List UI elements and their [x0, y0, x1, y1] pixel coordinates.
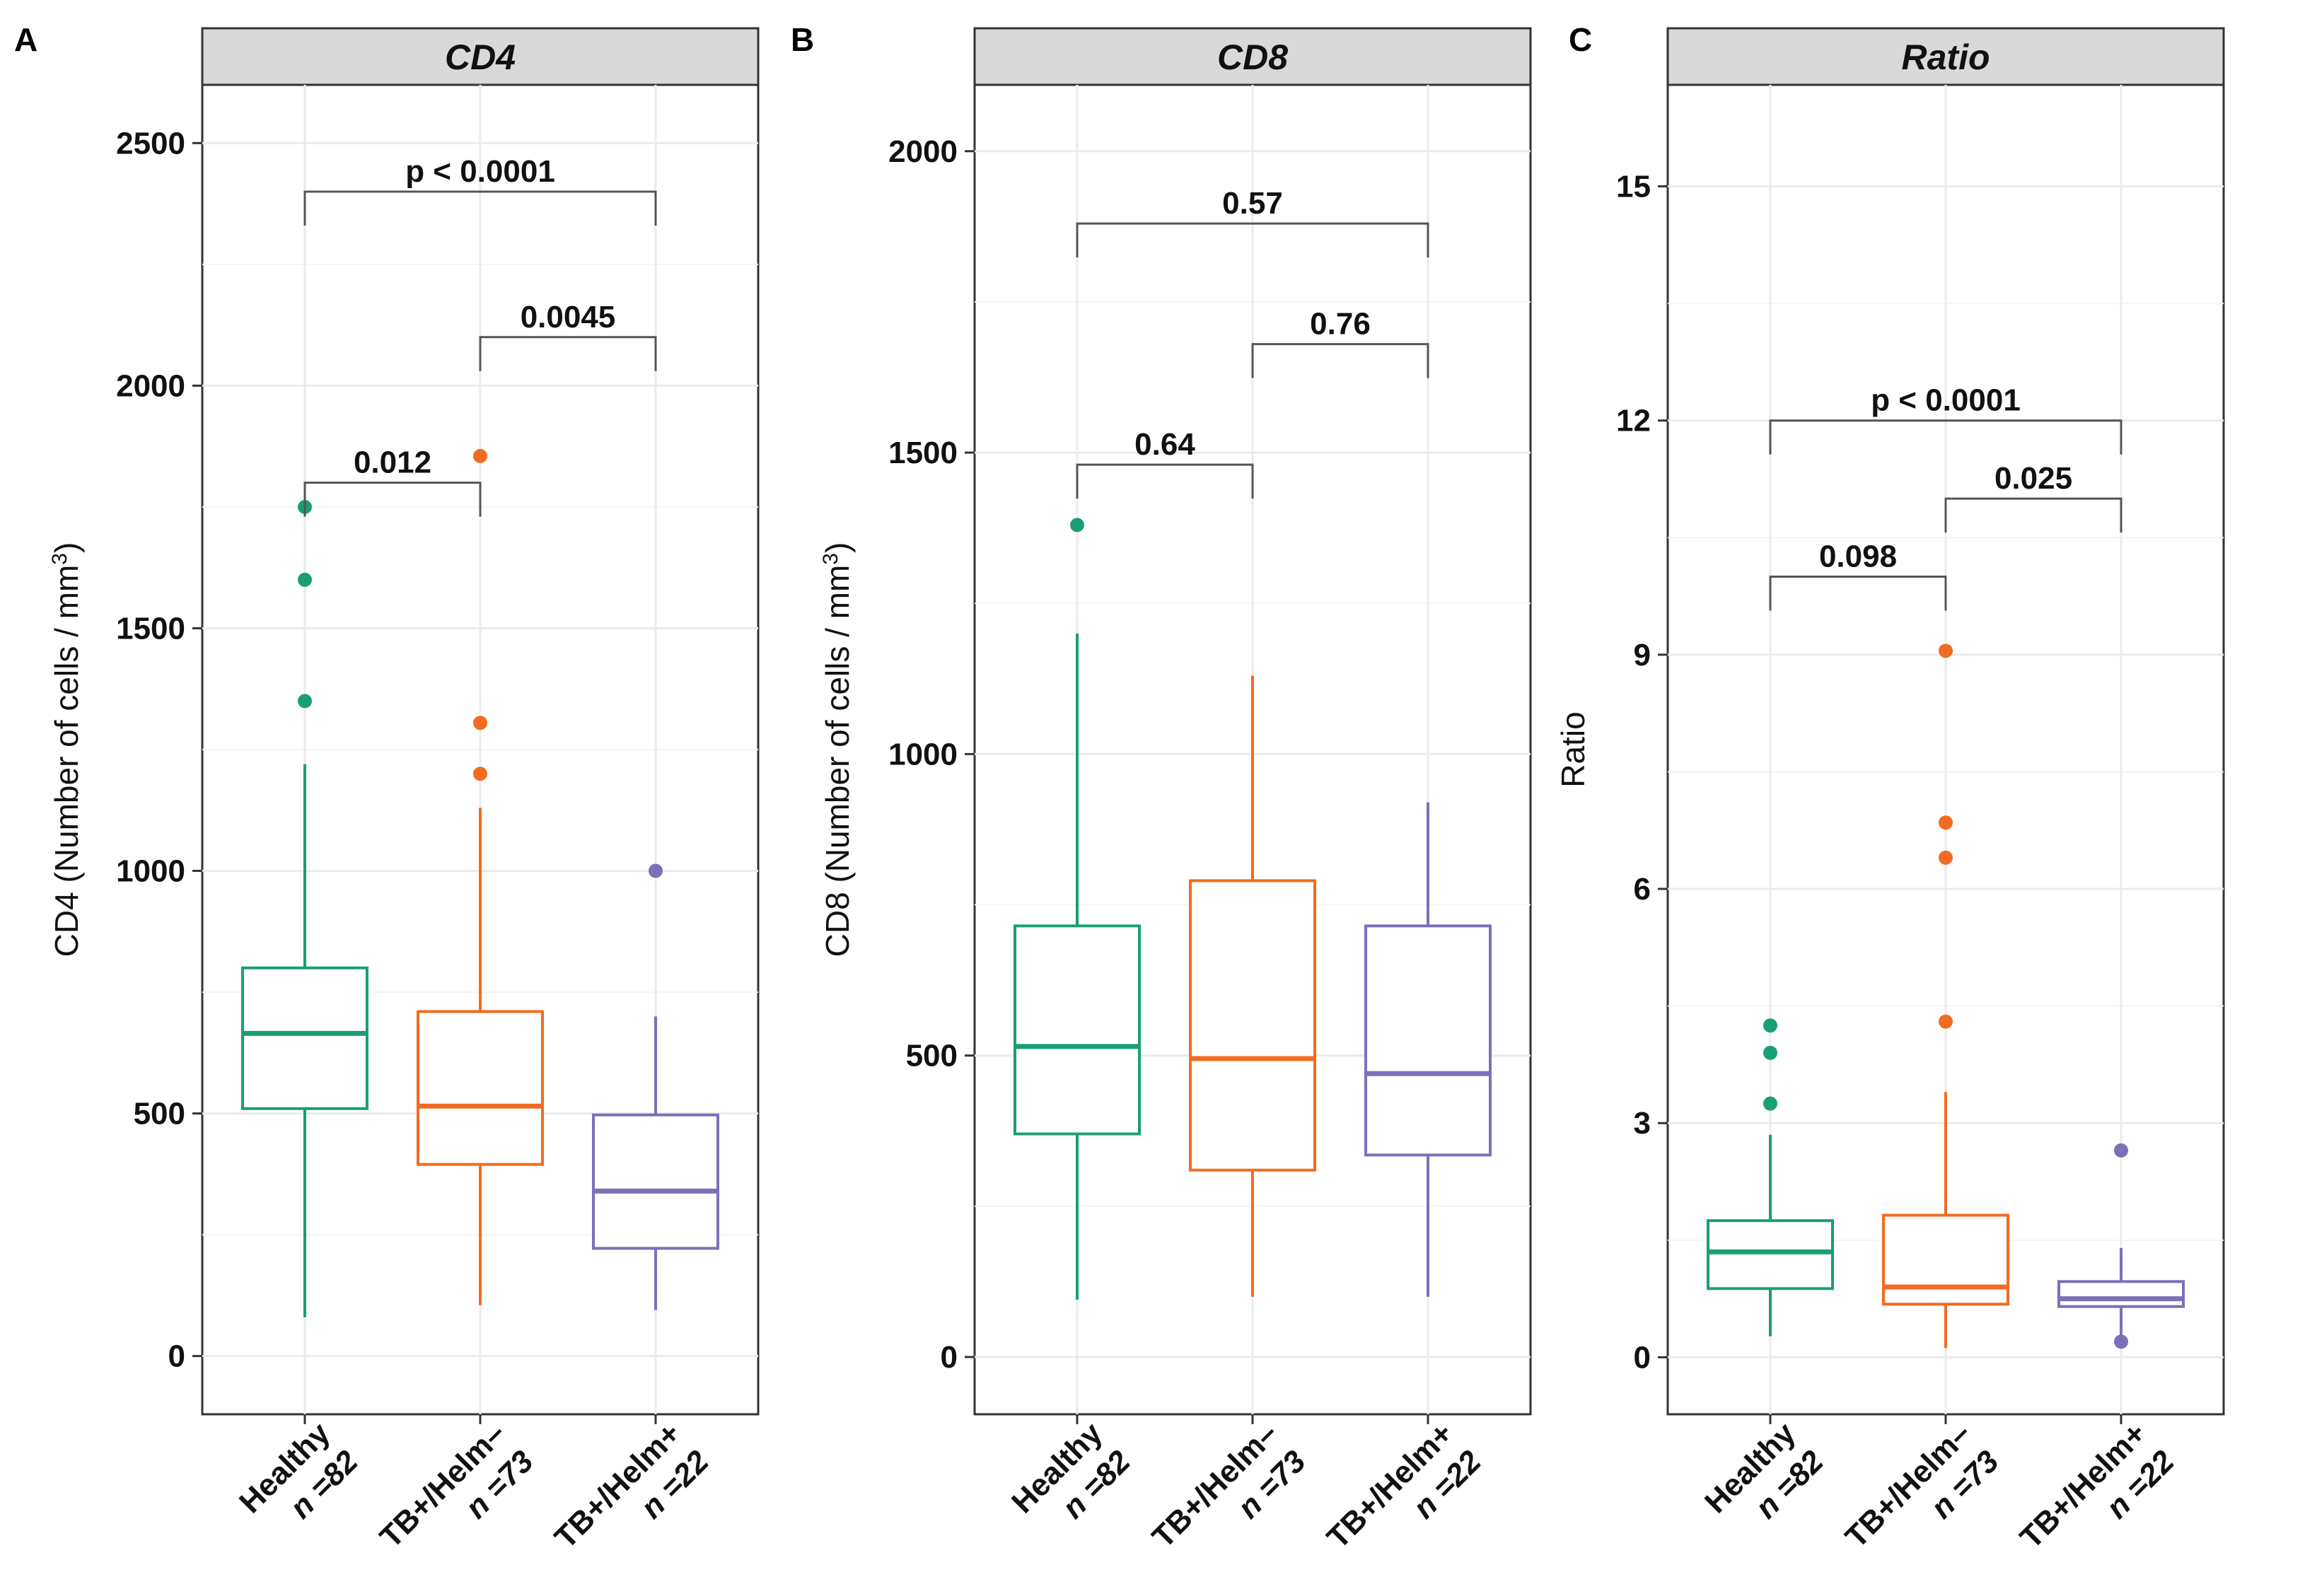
y-axis-title-cd4: CD4 (Number of cells / mm3) — [48, 542, 86, 957]
y-axis-title-main-cd4: CD4 (Number of cells / mm — [48, 565, 85, 957]
y-axis-title-sup-cd4: 3 — [48, 553, 71, 565]
box-cd4-2 — [592, 1113, 719, 1250]
comparison-bracket-ratio-2 — [1769, 419, 2123, 455]
comparison-bracket-ratio-0 — [1769, 575, 1947, 611]
p-value-label-cd8-2: 0.57 — [1222, 186, 1283, 221]
outlier-point-ratio — [2114, 1143, 2128, 1158]
y-tick-label-cd4: 0 — [168, 1339, 185, 1374]
boxes-cd8 — [1014, 518, 1492, 1300]
box-ratio-1 — [1882, 1213, 2009, 1306]
comparison-bracket-cd8-1 — [1251, 343, 1429, 378]
y-axis-ratio: 0 3 6 9 12 15 — [1616, 170, 1668, 1375]
y-tick-label-ratio: 12 — [1616, 404, 1651, 438]
comparisons-cd8: 0.64 0.76 0.57 — [1076, 186, 1429, 499]
y-axis-cd4: 0 500 1000 1500 2000 2500 — [116, 126, 202, 1374]
outlier-point-ratio — [1939, 643, 1953, 658]
panel-title-cd4: CD4 — [445, 37, 516, 77]
y-axis-title-sup-cd8: 3 — [819, 553, 842, 565]
y-axis-title-cd8: CD8 (Number of cells / mm3) — [819, 542, 856, 957]
y-tick-label-cd4: 1000 — [116, 854, 185, 889]
p-value-label-cd4-0: 0.012 — [354, 445, 431, 480]
outlier-point-ratio — [1939, 815, 1953, 830]
box-ratio-0 — [1707, 1219, 1834, 1291]
box-cd8-2 — [1364, 924, 1492, 1157]
p-value-label-cd4-1: 0.0045 — [521, 300, 616, 334]
panel-title-cd8: CD8 — [1217, 37, 1288, 77]
outlier-point-ratio — [1939, 850, 1953, 865]
y-axis-title-close-cd4: ) — [48, 542, 85, 553]
panel-title-ratio: Ratio — [1902, 37, 1990, 77]
comparison-bracket-ratio-1 — [1944, 497, 2123, 533]
y-tick-label-ratio: 9 — [1634, 638, 1651, 672]
y-tick-label-cd4: 2500 — [116, 126, 185, 161]
y-tick-label-cd8: 1000 — [888, 737, 958, 771]
panel-strip-ratio — [1666, 27, 2225, 86]
y-tick-label-cd8: 2000 — [888, 134, 958, 169]
comparison-bracket-cd8-0 — [1076, 463, 1254, 499]
y-tick-label-cd8: 1500 — [888, 436, 958, 470]
y-axis-title-close-cd8: ) — [819, 542, 856, 553]
box-cd4-1 — [417, 1010, 544, 1166]
comparison-bracket-cd4-1 — [479, 336, 657, 371]
y-tick-label-ratio: 0 — [1634, 1340, 1651, 1375]
comparison-bracket-cd4-0 — [303, 482, 482, 517]
panel-letter-c: C — [1569, 21, 1592, 58]
y-tick-label-cd4: 500 — [134, 1097, 185, 1131]
boxes-cd4 — [241, 448, 719, 1317]
outlier-point-cd8 — [1070, 518, 1084, 532]
panel-letter-b: B — [791, 21, 814, 58]
outlier-point-cd4 — [298, 572, 312, 587]
y-tick-label-cd4: 2000 — [116, 368, 185, 403]
boxes-ratio — [1707, 643, 2185, 1349]
box-ratio-2 — [2057, 1280, 2185, 1308]
y-tick-label-ratio: 15 — [1616, 170, 1651, 204]
outlier-point-ratio — [1763, 1018, 1777, 1033]
comparison-bracket-cd4-2 — [303, 190, 657, 226]
outlier-point-ratio — [1939, 1014, 1953, 1029]
y-axis-cd8: 0 500 1000 1500 2000 — [888, 134, 975, 1375]
outlier-point-cd4 — [473, 767, 487, 781]
y-tick-label-ratio: 6 — [1634, 872, 1651, 907]
comparison-bracket-cd8-2 — [1076, 222, 1429, 258]
comparisons-ratio: 0.098 0.025 p < 0.0001 — [1769, 383, 2123, 611]
y-tick-label-ratio: 3 — [1634, 1106, 1651, 1141]
comparisons-cd4: 0.012 0.0045 p < 0.0001 — [303, 154, 657, 517]
box-cd8-0 — [1014, 924, 1141, 1136]
outlier-point-cd4 — [298, 694, 312, 709]
y-tick-label-cd4: 1500 — [116, 611, 185, 646]
outlier-point-ratio — [2114, 1334, 2128, 1349]
y-tick-label-cd8: 0 — [941, 1340, 958, 1375]
p-value-label-cd8-0: 0.64 — [1134, 427, 1195, 462]
p-value-label-ratio-1: 0.025 — [1994, 461, 2072, 496]
outlier-point-cd4 — [473, 448, 487, 463]
panel-letter-a: A — [14, 21, 37, 58]
y-axis-title-ratio: Ratio — [1555, 711, 1591, 787]
p-value-label-ratio-2: p < 0.0001 — [1871, 383, 2021, 418]
p-value-label-ratio-0: 0.098 — [1819, 539, 1897, 573]
p-value-label-cd4-2: p < 0.0001 — [405, 154, 555, 189]
outlier-point-ratio — [1763, 1096, 1777, 1111]
panel-strip-cd8 — [973, 27, 1532, 86]
y-axis-title-main-ratio: Ratio — [1555, 711, 1591, 787]
outlier-point-cd4 — [473, 716, 487, 730]
box-cd4-0 — [241, 966, 368, 1110]
outlier-point-ratio — [1763, 1045, 1777, 1060]
y-axis-title-main-cd8: CD8 (Number of cells / mm — [819, 565, 856, 957]
outlier-point-cd4 — [649, 863, 663, 878]
p-value-label-cd8-1: 0.76 — [1310, 307, 1371, 342]
box-cd8-1 — [1189, 879, 1316, 1172]
y-tick-label-cd8: 500 — [906, 1039, 958, 1073]
